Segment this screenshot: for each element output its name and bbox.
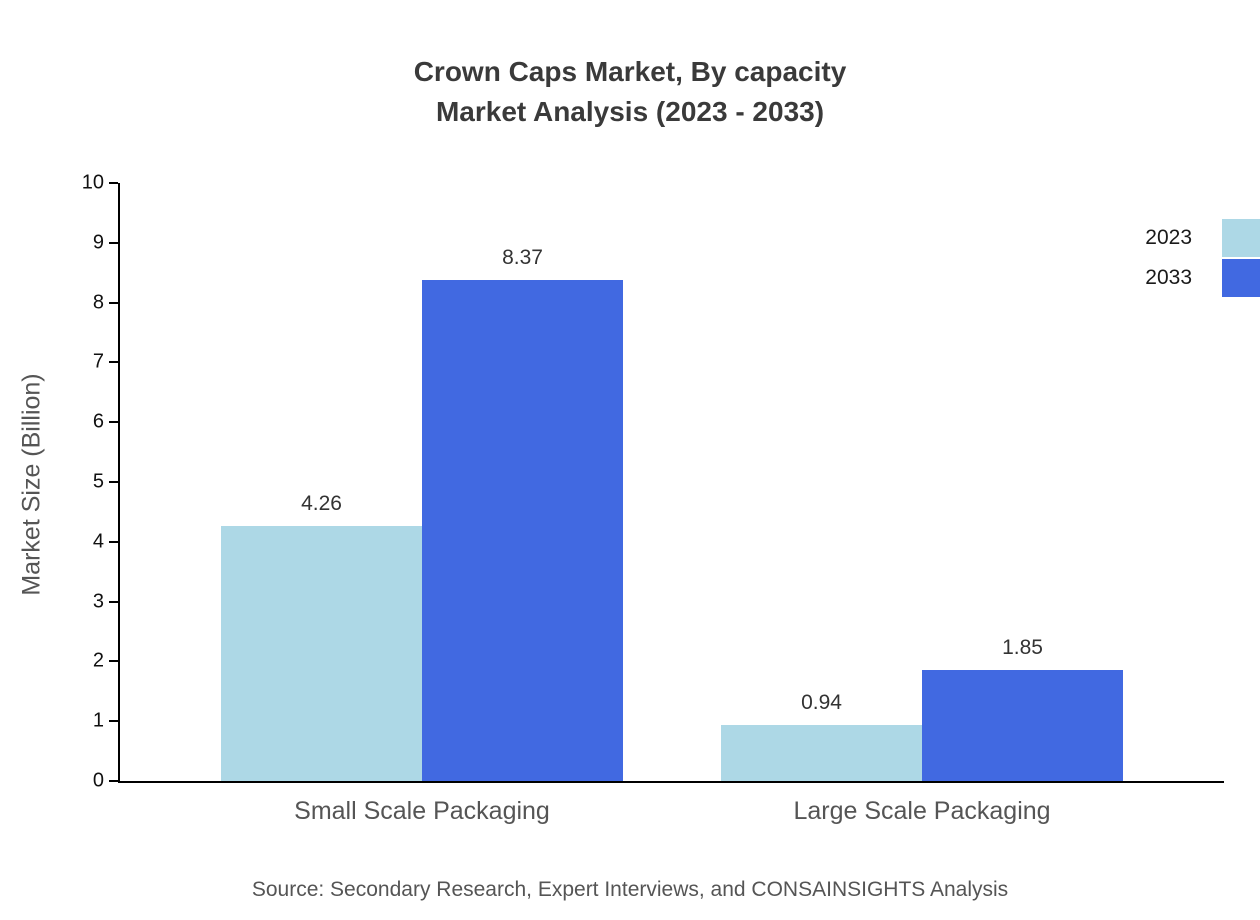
y-tick-label: 8 [92, 291, 104, 314]
y-tick-label: 7 [92, 350, 104, 373]
y-axis: 0 1 2 3 4 5 6 7 8 9 10 [82, 172, 1224, 792]
bar-value-label: 4.26 [301, 492, 342, 516]
legend: 2023 2033 [1145, 218, 1260, 298]
y-tick-label: 3 [92, 590, 104, 613]
x-category-label: Large Scale Packaging [793, 797, 1051, 825]
plot-area: 0 1 2 3 4 5 6 7 8 9 10 4.26 8.37 Small Scale Packagi… [82, 172, 1224, 825]
source-note: Source: Secondary Research, Expert Inter… [251, 878, 1009, 901]
legend-item-2023: 2023 [1145, 218, 1260, 258]
y-tick-mark [109, 361, 118, 364]
legend-swatch [1222, 219, 1260, 257]
chart-title-line2: Market Analysis (2023 - 2033) [435, 96, 825, 127]
bar-small-scale-packaging-2033 [422, 280, 623, 781]
bar-value-label: 8.37 [502, 246, 543, 270]
chart-title: Crown Caps Market, By capacity Market An… [0, 52, 1260, 132]
bar-value-label: 0.94 [801, 690, 842, 714]
y-tick-mark [109, 421, 118, 424]
bar-large-scale-packaging-2033 [922, 670, 1123, 781]
y-tick-mark [109, 600, 118, 603]
y-tick-label: 6 [92, 410, 104, 433]
y-tick-mark [109, 660, 118, 663]
y-tick-label: 1 [92, 709, 104, 732]
chart-title-line1: Crown Caps Market, By capacity [413, 56, 847, 87]
bar-value-label: 1.85 [1002, 636, 1043, 660]
legend-label: 2033 [1145, 266, 1192, 289]
y-tick-mark [109, 720, 118, 723]
x-category-label: Small Scale Packaging [294, 797, 550, 825]
y-tick-mark [109, 780, 118, 782]
y-tick-mark [109, 481, 118, 483]
legend-label: 2023 [1145, 226, 1192, 249]
y-tick-label: 0 [92, 769, 104, 792]
y-tick-label: 4 [92, 530, 104, 553]
legend-item-2033: 2033 [1145, 258, 1260, 298]
bar-small-scale-packaging-2023 [221, 526, 422, 781]
y-tick-label: 10 [81, 171, 104, 194]
legend-swatch [1222, 259, 1260, 297]
y-tick-label: 9 [92, 231, 104, 254]
bars-layer: 4.26 8.37 Small Scale Packaging 0.94 1.85 Lar… [120, 183, 1224, 825]
y-tick-label: 2 [92, 649, 104, 672]
y-tick-mark [109, 182, 118, 184]
y-tick-mark [109, 241, 118, 244]
y-tick-mark [109, 301, 118, 304]
y-tick-label: 5 [92, 470, 104, 493]
y-axis-title: Market Size (Billion) [17, 373, 46, 596]
y-tick-mark [109, 540, 118, 543]
bar-large-scale-packaging-2023 [721, 724, 922, 781]
